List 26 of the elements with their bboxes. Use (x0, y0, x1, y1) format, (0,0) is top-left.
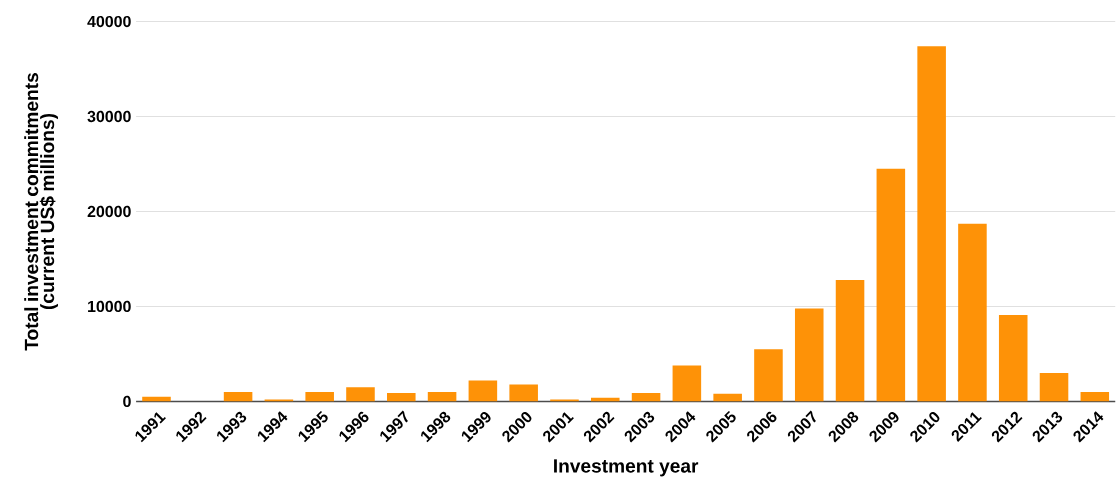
bar (387, 392, 416, 402)
bar (305, 391, 334, 402)
y-tick-label: 0 (123, 395, 131, 408)
bar (1039, 372, 1069, 402)
bar (223, 391, 253, 402)
bar (672, 365, 702, 402)
bar (427, 391, 457, 402)
bar (958, 223, 987, 402)
bar (794, 308, 824, 402)
bar (713, 393, 742, 402)
bar (509, 384, 538, 402)
y-axis-title: Total investment commitments (current US$ millions) (24, 73, 58, 351)
y-tick-label: 20000 (87, 205, 131, 218)
bar (917, 46, 946, 402)
y-tick-label: 30000 (87, 110, 131, 123)
bar (754, 349, 783, 402)
bar (631, 392, 661, 402)
bar (835, 279, 865, 402)
bar (1080, 391, 1110, 402)
bar (998, 315, 1028, 402)
bar (876, 168, 906, 402)
x-axis-title: Investment year (554, 459, 699, 477)
bar (346, 387, 375, 402)
y-tick-label: 10000 (88, 300, 131, 313)
y-tick-label: 40000 (87, 15, 131, 28)
bar (468, 380, 498, 402)
